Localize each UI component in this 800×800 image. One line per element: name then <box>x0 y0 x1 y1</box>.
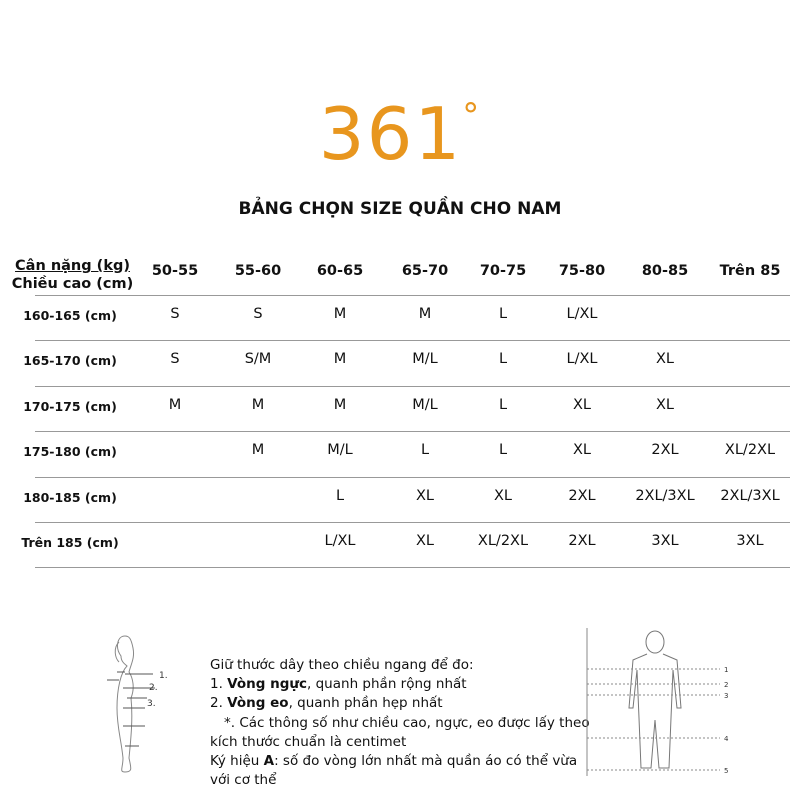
size-cell: M/L <box>327 442 353 458</box>
size-cell: L/XL <box>566 306 598 322</box>
woman-label-2: 2. <box>149 683 158 693</box>
table-corner-header: Cân nặng (kg) Chiều cao (cm) <box>10 257 135 293</box>
row-label: 165-170 (cm) <box>23 353 117 368</box>
size-cell: 2XL <box>651 442 679 458</box>
column-header: 70-75 <box>479 263 527 279</box>
size-cell: XL <box>572 397 591 413</box>
row-label: 175-180 (cm) <box>23 444 117 459</box>
size-cell: XL <box>493 488 512 504</box>
size-cell: M <box>168 397 182 413</box>
row-label: 170-175 (cm) <box>23 399 117 414</box>
row-divider <box>35 431 790 432</box>
size-cell: 2XL <box>568 533 596 549</box>
size-cell: 2XL <box>568 488 596 504</box>
size-cell: S <box>170 351 180 367</box>
size-cell: M <box>333 351 347 367</box>
row-divider <box>35 477 790 478</box>
size-cell: S <box>253 306 263 322</box>
column-header: 50-55 <box>151 263 199 279</box>
size-cell: XL <box>415 488 434 504</box>
row-label: Trên 185 (cm) <box>21 535 119 550</box>
man-figure-icon: 1 2 3 4 5 <box>586 628 729 776</box>
size-cell: M <box>333 306 347 322</box>
guide-item-chest: 1. Vòng ngực, quanh phần rộng nhất <box>210 676 467 693</box>
row-divider <box>35 295 790 296</box>
size-cell: L/XL <box>566 351 598 367</box>
size-cell: XL/2XL <box>477 533 529 549</box>
column-header: 80-85 <box>641 263 689 279</box>
size-cell: M/L <box>412 397 438 413</box>
size-cell: M <box>333 397 347 413</box>
size-cell: XL <box>655 397 674 413</box>
size-cell: 2XL/3XL <box>720 488 780 504</box>
height-header: Chiều cao (cm) <box>11 276 134 292</box>
size-cell: L <box>498 397 508 413</box>
man-label-3: 3 <box>724 692 728 700</box>
column-header: 65-70 <box>401 263 449 279</box>
size-cell: M/L <box>412 351 438 367</box>
guide-item-waist: 2. Vòng eo, quanh phần hẹp nhất <box>210 695 443 712</box>
size-cell: 3XL <box>651 533 679 549</box>
size-cell: L <box>498 306 508 322</box>
woman-figure-icon: 1. 2. 3. <box>107 635 168 773</box>
woman-label-3: 3. <box>147 699 156 709</box>
measurement-guide: Giữ thước dây theo chiều ngang để đo: 1.… <box>210 656 590 790</box>
size-cell: M <box>251 397 265 413</box>
row-divider <box>35 340 790 341</box>
size-cell: XL/2XL <box>724 442 776 458</box>
size-cell: L <box>420 442 430 458</box>
brand-logo: 361° <box>318 92 482 176</box>
man-label-4: 4 <box>724 735 729 743</box>
size-cell: L <box>498 442 508 458</box>
size-cell: 3XL <box>736 533 764 549</box>
size-cell: S <box>170 306 180 322</box>
row-divider <box>35 386 790 387</box>
guide-symbol: Ký hiệu A: số đo vòng lớn nhất mà quần á… <box>210 753 578 789</box>
size-cell: XL <box>655 351 674 367</box>
size-cell: XL <box>415 533 434 549</box>
size-cell: L/XL <box>324 533 356 549</box>
guide-intro: Giữ thước dây theo chiều ngang để đo: <box>210 657 474 673</box>
size-cell: L <box>498 351 508 367</box>
size-cell: S/M <box>244 351 272 367</box>
column-header: Trên 85 <box>719 263 781 279</box>
size-cell: M <box>418 306 432 322</box>
size-cell: M <box>251 442 265 458</box>
row-label: 160-165 (cm) <box>23 308 117 323</box>
row-divider <box>35 522 790 523</box>
woman-label-1: 1. <box>159 671 168 681</box>
row-divider <box>35 567 790 568</box>
size-cell: L <box>335 488 345 504</box>
man-label-5: 5 <box>724 767 728 775</box>
column-header: 60-65 <box>316 263 364 279</box>
size-cell: 2XL/3XL <box>635 488 695 504</box>
column-header: 75-80 <box>558 263 606 279</box>
guide-note: *. Các thông số như chiều cao, ngực, eo … <box>210 714 590 750</box>
weight-header: Cân nặng (kg) <box>15 258 130 274</box>
man-label-1: 1 <box>724 666 728 674</box>
man-label-2: 2 <box>724 681 728 689</box>
row-label: 180-185 (cm) <box>23 490 117 505</box>
size-cell: XL <box>572 442 591 458</box>
column-header: 55-60 <box>234 263 282 279</box>
page-title: BẢNG CHỌN SIZE QUẦN CHO NAM <box>238 199 562 219</box>
